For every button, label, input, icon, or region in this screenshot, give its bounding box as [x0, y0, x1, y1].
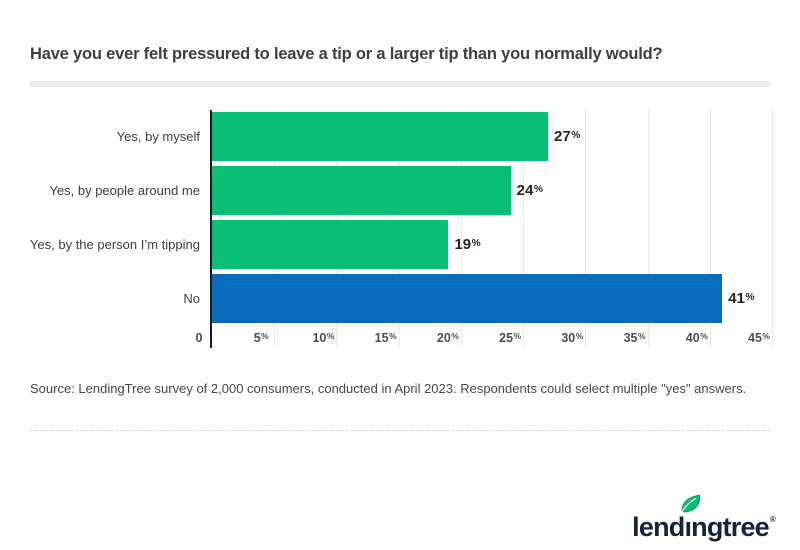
percent-sign: % [471, 237, 481, 249]
bar [212, 273, 723, 323]
value-label: 27% [554, 128, 581, 146]
percent-sign: % [533, 184, 543, 196]
gridline [523, 110, 525, 346]
bar [212, 112, 548, 162]
plot-area: 27% 24% 19% 41% 0 5% 10% 15% 20% 25% 30% 35% 40% 45% [196, 110, 773, 348]
gridline [709, 110, 711, 346]
gridline [772, 110, 773, 346]
bar-chart: Yes, by myself Yes, by people around me Ye… [30, 110, 773, 348]
leaf-icon [680, 494, 701, 515]
title-divider [30, 81, 770, 87]
y-axis-line [210, 110, 212, 348]
logo-dotless-i: ı [684, 512, 692, 542]
source-note: Source: LendingTree survey of 2,000 cons… [30, 381, 747, 396]
bottom-divider [30, 430, 770, 431]
percent-sign: % [571, 130, 581, 142]
category-label: Yes, by myself [116, 129, 200, 145]
gridline [647, 110, 649, 346]
x-tick-label: 10% [312, 331, 335, 345]
percent-sign: % [451, 331, 459, 342]
category-labels-column: Yes, by myself Yes, by people around me Ye… [30, 110, 200, 325]
value-label: 24% [516, 182, 543, 200]
category-label: Yes, by people around me [49, 183, 200, 199]
bar [212, 219, 449, 269]
percent-sign: % [762, 331, 770, 342]
percent-sign: % [513, 331, 522, 342]
bar-row: 27% [212, 110, 772, 164]
category-label: No [183, 290, 200, 306]
value-label: 19% [454, 235, 481, 253]
x-tick-label: 40% [685, 331, 708, 345]
bar-row: 24% [212, 164, 772, 218]
percent-sign: % [261, 331, 269, 342]
bar-rows: 27% 24% 19% 41% [212, 110, 772, 325]
category-label: Yes, by the person I’m tipping [29, 236, 200, 252]
x-tick-label: 45% [748, 331, 770, 345]
x-tick-label: 20% [436, 331, 459, 345]
logo-wordmark: lendıngtree® [632, 494, 776, 544]
logo-text-post: ngtree [691, 512, 770, 542]
lendingtree-logo: lendıngtree® [632, 494, 776, 544]
percent-sign: % [637, 331, 646, 342]
percent-sign: % [575, 331, 584, 342]
logo-text-pre: lend [632, 512, 685, 542]
x-tick-label: 25% [499, 331, 522, 345]
page-title: Have you ever felt pressured to leave a … [30, 45, 663, 63]
value-label: 41% [728, 289, 755, 307]
gridline [585, 110, 587, 346]
percent-sign: % [745, 291, 755, 303]
bar [212, 166, 511, 216]
x-tick-label: 0 [195, 331, 203, 345]
x-tick-label: 15% [374, 331, 397, 345]
x-tick-label: 35% [623, 331, 646, 345]
gridline [460, 110, 462, 346]
percent-sign: % [389, 331, 397, 342]
x-tick-label: 30% [561, 331, 584, 345]
bar-row: 41% [212, 271, 772, 325]
x-tick-label: 5% [253, 331, 269, 345]
registered-trademark: ® [769, 515, 776, 524]
percent-sign: % [700, 331, 708, 342]
percent-sign: % [326, 331, 335, 342]
bar-row: 19% [212, 218, 772, 272]
